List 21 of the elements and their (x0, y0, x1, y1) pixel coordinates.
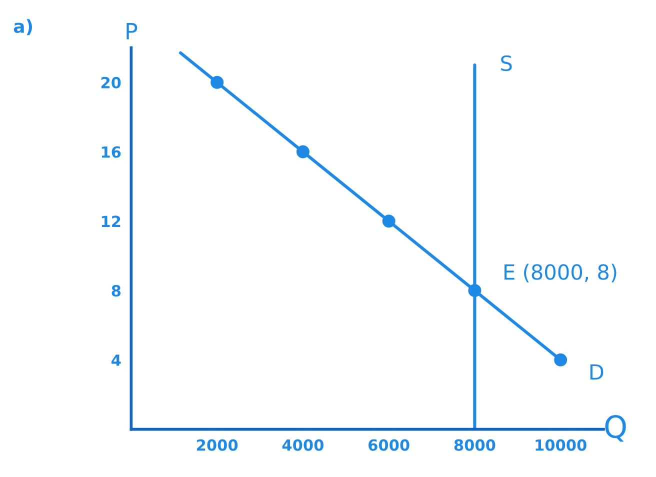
x-tick-label: 6000 (368, 439, 410, 451)
point (296, 145, 310, 158)
x-tick-label: 10000 (536, 439, 586, 451)
y-tick-label: 8 (112, 285, 121, 297)
x-axis-title: Q (605, 415, 626, 442)
x-tick-label: 8000 (454, 439, 496, 451)
x-tick-label: 4000 (282, 439, 324, 451)
series-label: S (501, 55, 512, 72)
y-tick-label: 4 (112, 354, 121, 366)
y-tick-label: 16 (102, 146, 121, 158)
x-tick-label: 2000 (197, 439, 238, 451)
annotation: E (8000, 8) (504, 264, 616, 282)
chart-title: a) (14, 19, 32, 36)
point (382, 214, 396, 228)
point (554, 353, 568, 366)
point (210, 76, 224, 89)
y-tick-label: 20 (101, 76, 121, 88)
series-label: D (590, 364, 604, 380)
y-axis-title: P (126, 23, 138, 40)
y-tick-label: 12 (102, 216, 120, 227)
point (468, 284, 482, 298)
